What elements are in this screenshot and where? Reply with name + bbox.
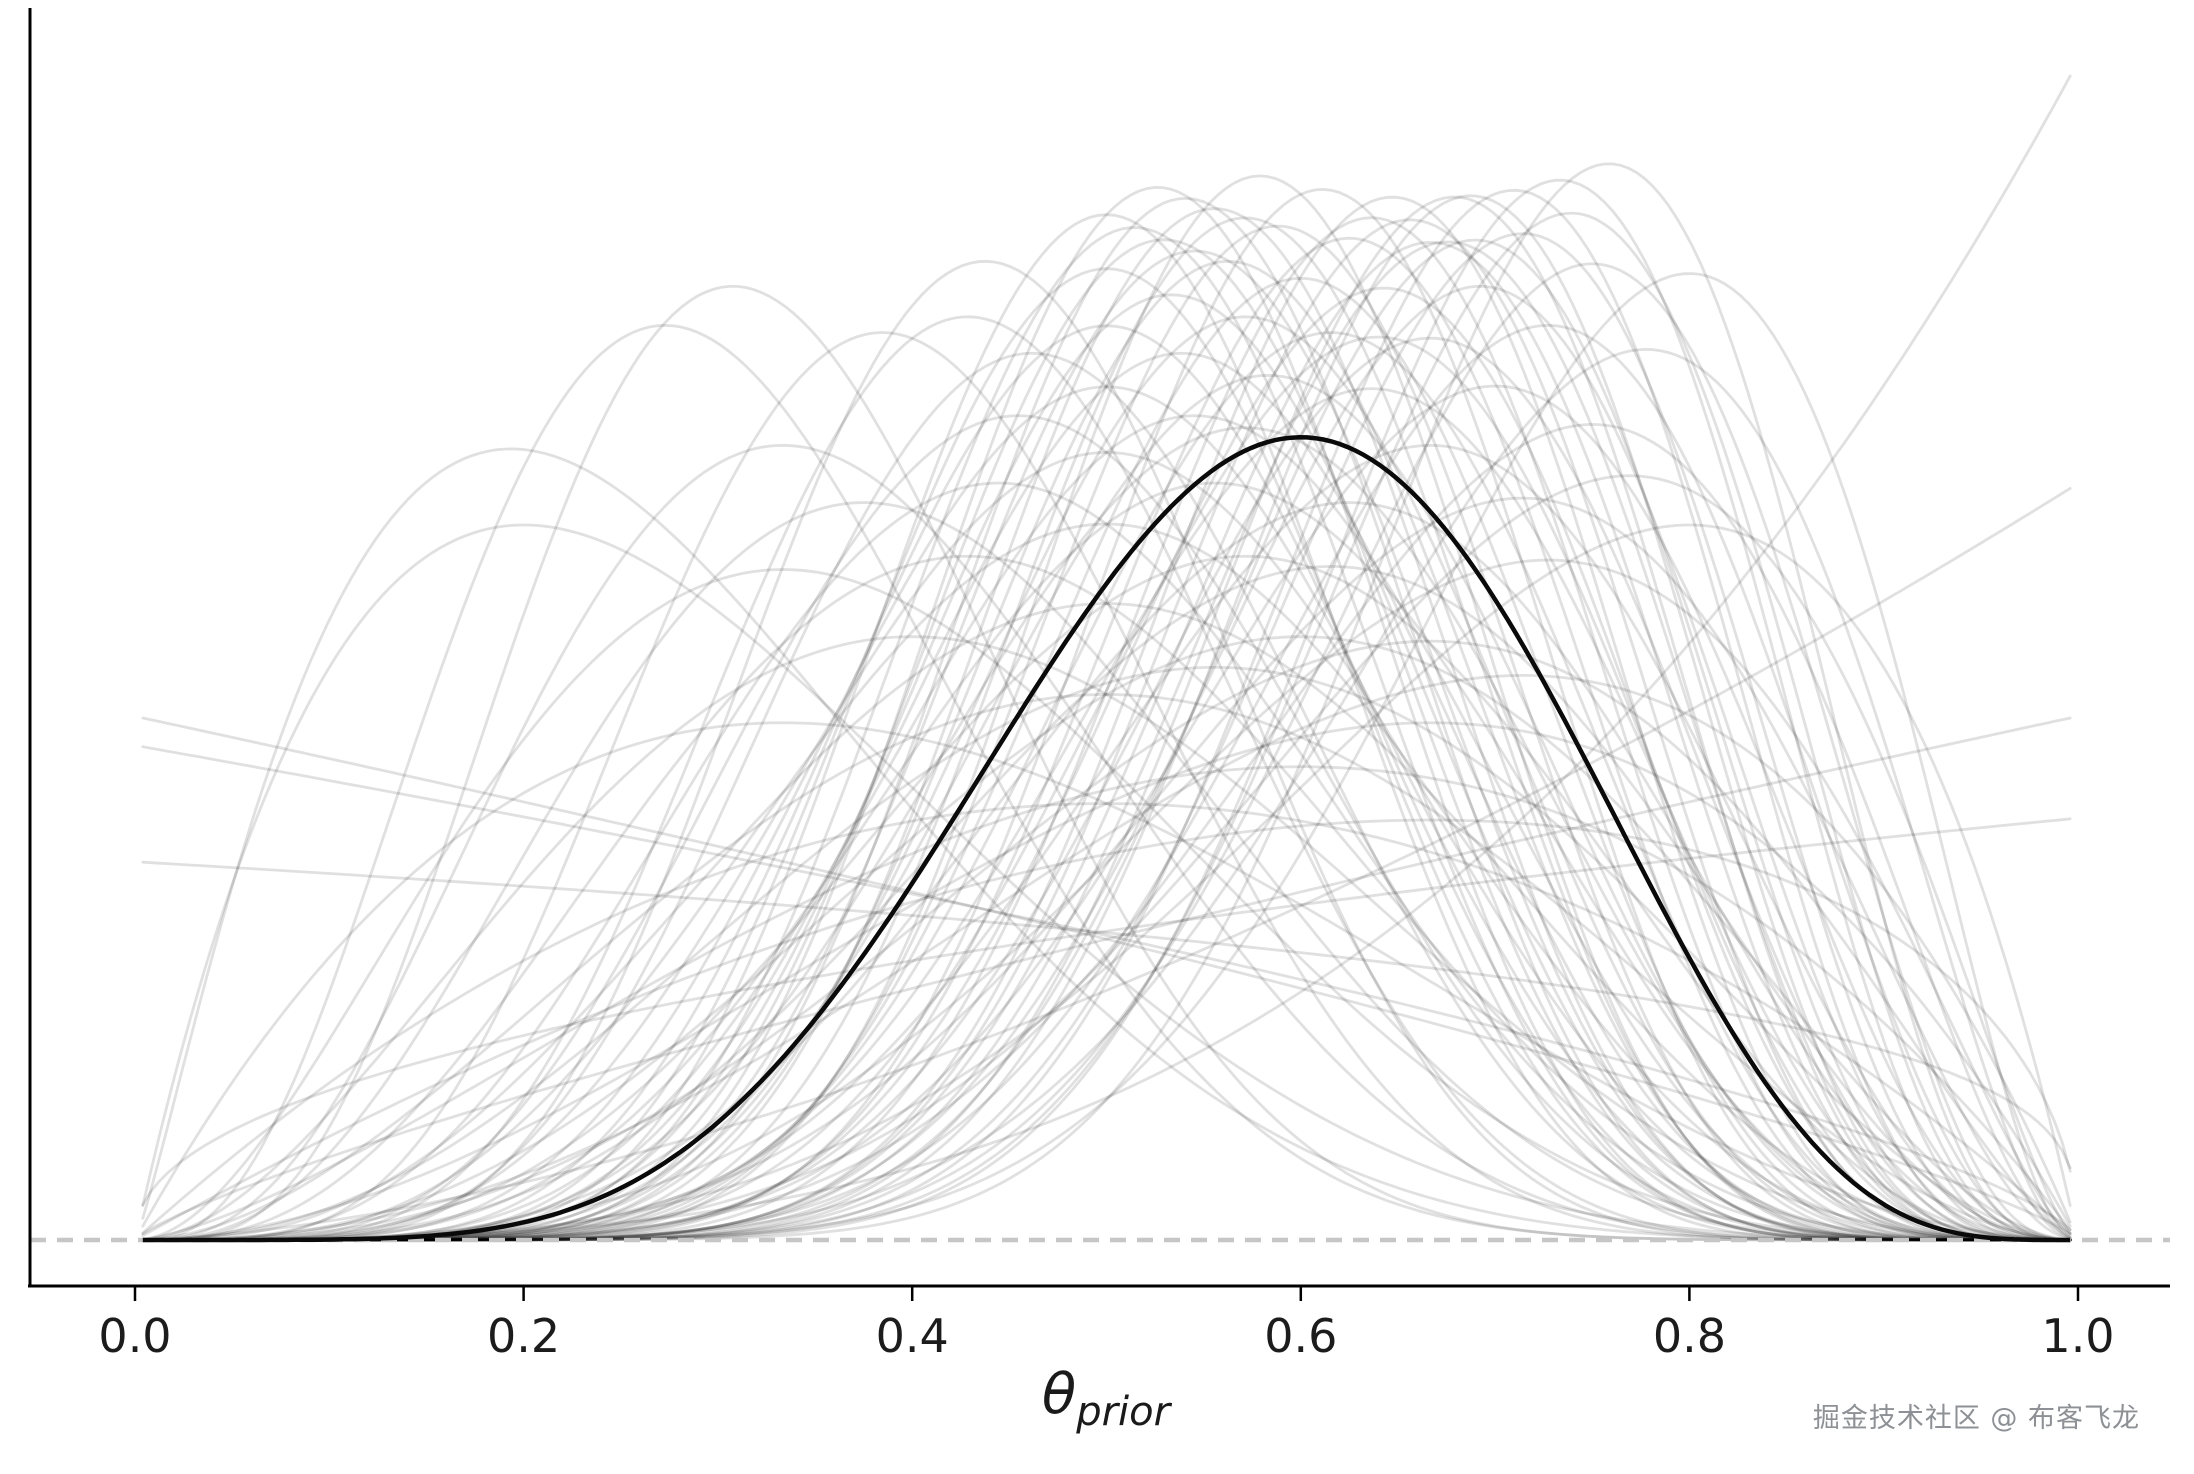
prior-sample-curve bbox=[141, 522, 2072, 1242]
prior-sample-curve bbox=[141, 639, 2072, 1242]
prior-sample-curve bbox=[141, 765, 2072, 1241]
prior-sample-curve bbox=[141, 351, 2072, 1242]
prior-sample-curve bbox=[141, 501, 2072, 1242]
prior-sample-curve bbox=[141, 443, 2072, 1242]
prior-sample-curve bbox=[141, 568, 2072, 1242]
prior-sample-curve bbox=[141, 426, 2072, 1242]
x-tick-label: 0.2 bbox=[487, 1309, 560, 1363]
prior-sample-curve bbox=[141, 226, 2072, 1242]
prior-sample-curve bbox=[141, 443, 2072, 1242]
x-tick-label: 0.4 bbox=[876, 1309, 949, 1363]
prior-sample-curve bbox=[141, 74, 2072, 1242]
prior-sample-curve bbox=[141, 259, 2072, 1242]
prior-sample-curve bbox=[141, 745, 2072, 1231]
prior-sample-curve bbox=[141, 267, 2072, 1242]
prior-sample-curve bbox=[141, 496, 2072, 1242]
x-axis-label: θprior bbox=[1042, 1362, 1170, 1435]
prior-sample-curve bbox=[141, 673, 2072, 1242]
prior-sample-curve bbox=[141, 666, 2072, 1242]
prior-sample-curve bbox=[141, 474, 2072, 1242]
prior-sample-curve bbox=[141, 802, 2072, 1235]
prior-sample-curve bbox=[141, 716, 2072, 1236]
prior-sample-curve bbox=[141, 554, 2072, 1242]
x-axis-label-theta: θ bbox=[1041, 1362, 1077, 1427]
prior-sample-curve bbox=[141, 249, 2072, 1242]
x-tick-label: 0.0 bbox=[98, 1309, 171, 1363]
prior-sample-curve bbox=[141, 554, 2072, 1242]
x-tick-label: 1.0 bbox=[2041, 1309, 2114, 1363]
prior-sample-curve bbox=[141, 315, 2072, 1242]
prior-sample-curve bbox=[141, 501, 2072, 1242]
prior-sample-curve bbox=[141, 194, 2072, 1242]
prior-sample-curve bbox=[141, 284, 2072, 1242]
prior-sample-curve bbox=[141, 860, 2072, 1170]
prior-sample-curve bbox=[141, 558, 2072, 1242]
prior-sample-curve bbox=[141, 238, 2072, 1242]
prior-sample-curve bbox=[141, 178, 2072, 1242]
prior-sample-curve bbox=[141, 195, 2072, 1242]
prior-sample-curve bbox=[141, 450, 2072, 1242]
prior-sample-curve bbox=[141, 635, 2072, 1242]
watermark: 掘金技术社区 @ 布客飞龙 bbox=[1812, 1403, 2140, 1434]
prior-sample-curve bbox=[141, 818, 2072, 1237]
prior-sample-curve bbox=[141, 447, 2072, 1242]
prior-sample-curve bbox=[141, 721, 2072, 1242]
prior-sample-curve bbox=[141, 817, 2072, 1207]
x-tick-label: 0.8 bbox=[1653, 1309, 1726, 1363]
prior-sample-curve bbox=[141, 385, 2072, 1242]
prior-sample-curve bbox=[141, 721, 2072, 1242]
prior-sample-curve bbox=[141, 523, 2072, 1242]
prior-sample-curve bbox=[141, 486, 2072, 1242]
prior-sample-curve bbox=[141, 373, 2072, 1242]
prior-sample-curve bbox=[141, 481, 2072, 1242]
prior-sample-curve bbox=[141, 564, 2072, 1242]
mean-prior-curve bbox=[142, 435, 2071, 1243]
prior-sample-curve bbox=[141, 196, 2072, 1242]
prior-sample-curve bbox=[141, 324, 2072, 1242]
prior-sample-curve bbox=[141, 481, 2072, 1242]
prior-sample-curve bbox=[141, 693, 2072, 1242]
x-tick-label: 0.6 bbox=[1264, 1309, 1337, 1363]
prior-sample-curve bbox=[141, 315, 2072, 1242]
prior-sample-curve bbox=[141, 323, 2072, 1242]
prior-sample-curve bbox=[141, 716, 2072, 1236]
prior-sample-curve bbox=[141, 331, 2072, 1242]
prior-sample-curve bbox=[141, 195, 2072, 1242]
x-axis-label-subscript: prior bbox=[1076, 1389, 1171, 1436]
prior-sample-curve bbox=[141, 414, 2072, 1242]
prior-sample-curves bbox=[141, 74, 2072, 1242]
prior-sample-curve bbox=[141, 635, 2072, 1242]
prior-sample-curve bbox=[141, 414, 2072, 1242]
prior-sample-curve bbox=[141, 602, 2072, 1242]
prior-sample-curve bbox=[141, 276, 2072, 1242]
